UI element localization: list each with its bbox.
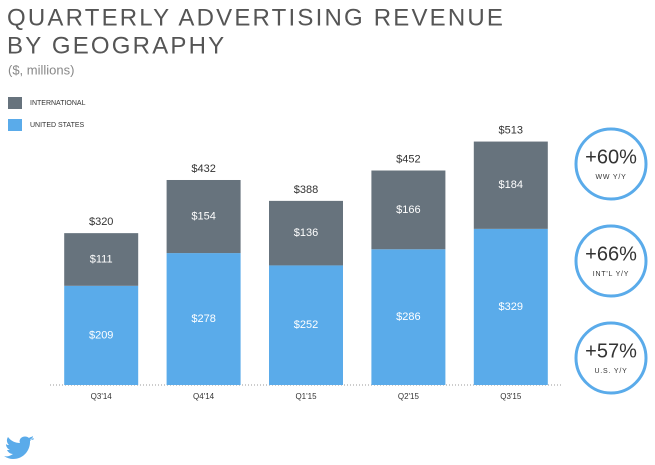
annotation-label: INT'L Y/Y <box>593 271 630 278</box>
annotation-circle <box>574 321 648 395</box>
legend-label: UNITED STATES <box>30 122 85 129</box>
value-label: $136 <box>294 227 318 239</box>
x-tick-label: Q1'15 <box>295 392 317 401</box>
legend-label: INTERNATIONAL <box>30 100 86 107</box>
bar-segment <box>473 228 548 385</box>
legend-swatch <box>8 97 22 109</box>
twitter-logo <box>4 436 34 459</box>
total-label: $432 <box>191 163 215 175</box>
value-label: $329 <box>499 301 523 313</box>
bar-segment <box>371 249 446 385</box>
annotation-circle <box>574 127 648 201</box>
total-label: $452 <box>396 153 420 165</box>
value-label: $278 <box>191 313 215 325</box>
bar-segment <box>64 285 139 385</box>
chart-title: BY GEOGRAPHY <box>7 32 226 59</box>
chart-title: QUARTERLY ADVERTISING REVENUE <box>7 4 505 31</box>
value-label: $209 <box>89 329 113 341</box>
bar-segment <box>473 141 548 229</box>
x-tick-label: Q3'15 <box>500 392 522 401</box>
bar-segment <box>269 265 343 385</box>
legend-swatch <box>8 119 22 131</box>
annotation-value: +60% <box>585 146 637 168</box>
bar-segment <box>64 233 139 286</box>
annotation-circle <box>574 224 648 298</box>
value-label: $252 <box>294 319 318 331</box>
annotation-value: +66% <box>585 243 637 265</box>
annotation-label: U.S. Y/Y <box>594 368 627 375</box>
annotation-label: WW Y/Y <box>595 174 626 181</box>
total-label: $388 <box>294 184 318 196</box>
annotation-value: +57% <box>585 340 637 362</box>
bar-segment <box>166 253 241 385</box>
chart-subtitle: ($, millions) <box>8 62 74 77</box>
x-tick-label: Q2'15 <box>398 392 420 401</box>
bar-segment <box>371 170 446 250</box>
value-label: $286 <box>396 311 420 323</box>
x-tick-label: Q3'14 <box>91 392 113 401</box>
x-tick-label: Q4'14 <box>193 392 215 401</box>
bar-segment <box>269 200 343 266</box>
value-label: $184 <box>499 179 523 191</box>
total-label: $513 <box>499 124 523 136</box>
value-label: $166 <box>396 204 420 216</box>
total-label: $320 <box>89 216 113 228</box>
value-label: $111 <box>90 253 113 265</box>
bar-segment <box>166 179 241 254</box>
value-label: $154 <box>191 210 215 222</box>
